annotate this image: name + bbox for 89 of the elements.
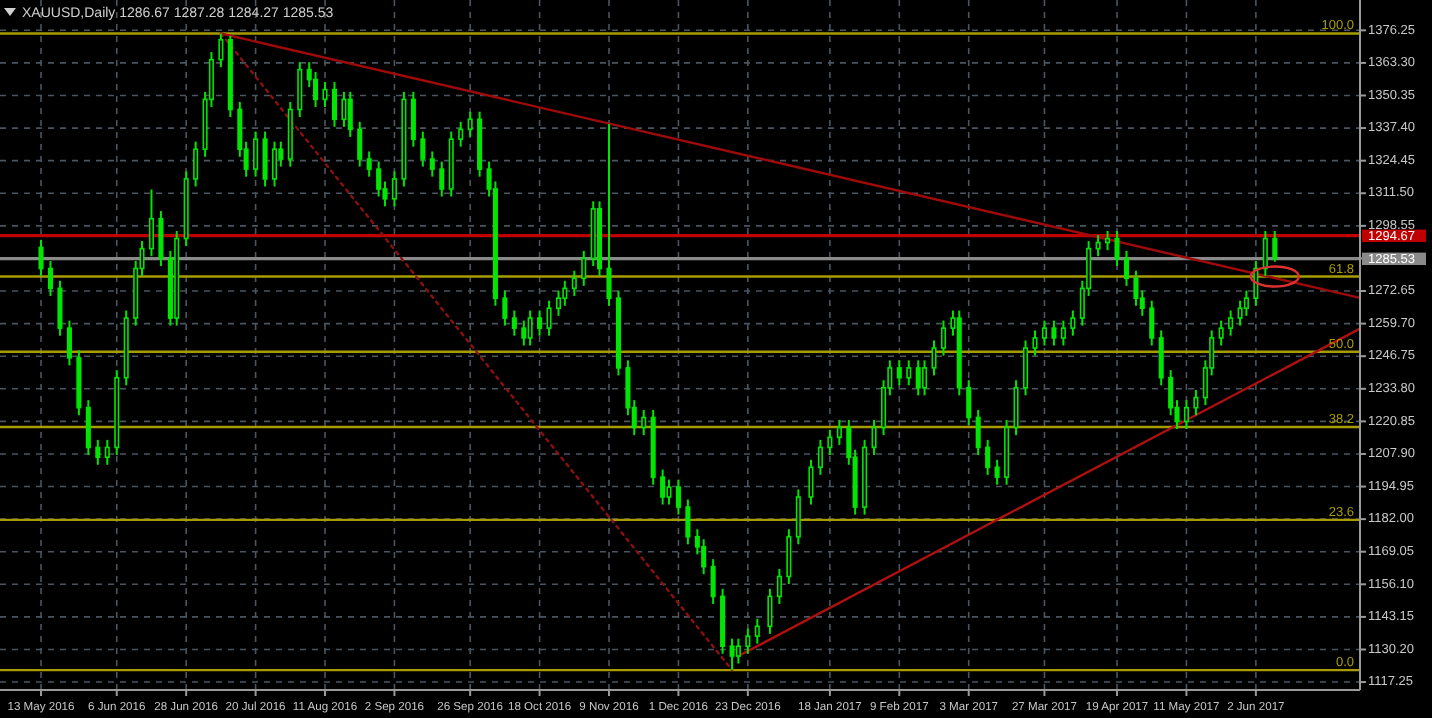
candlestick [1262,230,1268,278]
candlestick [985,438,991,476]
candlestick [502,289,508,327]
candlestick [1183,399,1189,431]
candlestick [966,379,972,427]
candlestick [521,319,527,347]
candlestick [1060,319,1066,347]
candlestick [439,160,445,198]
candlestick [527,309,533,347]
candlestick [420,130,426,168]
candlestick [357,120,363,168]
candlestick [467,110,473,138]
candlestick [606,123,612,307]
candlestick [85,399,91,456]
candlestick [1237,299,1243,327]
candlestick [1149,299,1155,347]
candlestick [975,408,981,456]
candlestick [95,438,101,466]
candlestick [347,90,353,138]
candlestick [641,408,647,437]
candlestick [795,488,801,546]
candlestick [922,359,928,397]
candlestick [366,150,372,178]
candlestick [537,309,543,337]
candlestick [546,299,552,337]
candlestick [745,627,751,655]
candlestick [675,478,681,516]
candlestick [458,120,464,148]
candlestick [1218,319,1224,347]
candlestick [104,438,110,466]
candlestick [1032,329,1038,357]
candlestick [271,140,278,188]
candlestick [729,637,735,672]
candlestick [376,160,382,198]
candlestick [666,478,672,506]
candlestick [429,150,435,178]
candlestick [735,637,741,665]
candlestick [341,90,347,128]
candlestick [571,269,577,297]
candlestick [555,289,562,317]
candlestick [817,438,823,476]
candlestick [148,188,154,258]
candlestick [47,259,54,297]
candlestick [685,498,691,546]
candlestick [1022,339,1029,397]
candlestick [1272,230,1278,263]
candlestick [297,61,303,119]
candlestick [994,458,1000,486]
candlestick [331,81,338,128]
candlestick [1114,230,1120,267]
candlestick [391,170,397,208]
candlestick [1095,234,1101,258]
candlestick [767,587,773,635]
candlestick [915,359,921,397]
candlestick [827,428,833,456]
candlestick [253,130,259,178]
candlestick [1041,319,1047,347]
candlestick [786,528,792,586]
candlestick [1123,249,1130,287]
candlestick [313,70,319,108]
candlestick [158,210,164,267]
candlestick [754,617,760,645]
candlestick [660,468,666,506]
candlestick [940,319,947,357]
candlestick [1051,319,1057,347]
candlestick [776,567,782,605]
candlestick [1013,379,1019,437]
candlestick [906,359,912,387]
candlestick [1228,309,1234,337]
candlestick [262,130,268,188]
candlestick [410,90,416,148]
candlestick [38,238,44,278]
candlestick [511,309,517,337]
candlestick [836,418,842,446]
candlestick [66,319,72,367]
candlestick [1193,389,1199,417]
candlestick [710,558,716,605]
candlestick [193,140,199,188]
candlestick [896,359,902,387]
candlestick [57,279,63,337]
candlestick [931,339,937,377]
candlestick [1105,230,1111,252]
candlestick [218,32,224,69]
candlestick [581,249,587,287]
candlestick [1158,329,1164,387]
candlestick [808,458,814,506]
candlestick [1070,309,1076,337]
candlestick [322,81,328,108]
candlestick [871,418,877,456]
